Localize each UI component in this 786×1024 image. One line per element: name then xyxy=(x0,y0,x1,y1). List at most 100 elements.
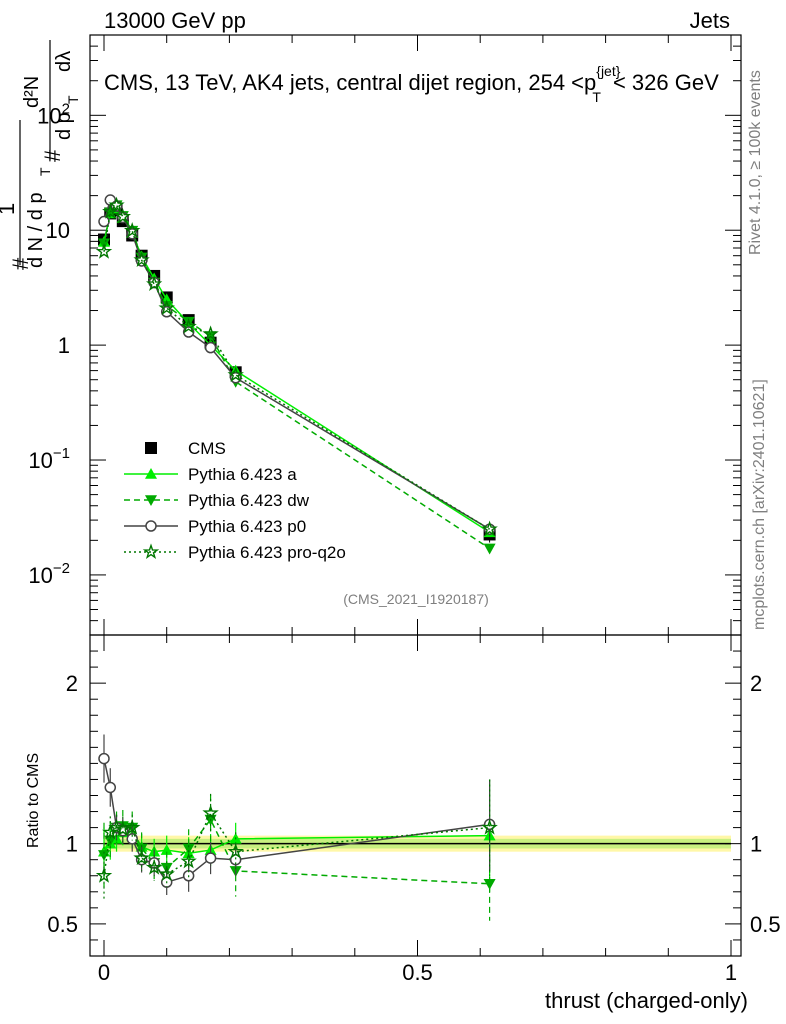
ylabel-sub-T2: T xyxy=(65,95,81,104)
ratio-point xyxy=(158,865,175,882)
rivet-label: Rivet 4.1.0, ≥ 100k events xyxy=(747,70,764,255)
x-axis-label: thrust (charged-only) xyxy=(545,988,748,1013)
title-sup: {jet} xyxy=(596,63,620,79)
ratio-series-2 xyxy=(98,734,496,896)
data-point xyxy=(180,317,197,334)
ratio-y-ticks: 0.5 0.5 1 1 2 2 xyxy=(47,650,781,941)
ratio-point xyxy=(483,878,496,890)
ratio-point xyxy=(104,781,117,794)
mcplots-label: mcplots.cern.ch [arXiv:2401.10621] xyxy=(751,379,768,630)
y-tick-label: 10−1 xyxy=(28,445,70,473)
data-point xyxy=(146,275,163,292)
legend-entry: Pythia 6.423 a xyxy=(124,465,297,484)
y-tick-label-exp: 2 xyxy=(62,100,70,117)
ratio-tick-label-left: 2 xyxy=(66,671,78,696)
analysis-watermark: (CMS_2021_I1920187) xyxy=(343,591,489,607)
energy-label: 13000 GeV pp xyxy=(104,8,246,33)
legend-label: CMS xyxy=(188,439,226,458)
y-tick-label: 10 xyxy=(46,218,70,243)
data-point xyxy=(481,520,498,537)
data-point xyxy=(158,299,175,316)
data-point xyxy=(483,543,496,555)
ylabel-dN: d N / d p xyxy=(25,192,47,268)
x-tick-label: 0.5 xyxy=(402,960,433,985)
series-line xyxy=(103,198,490,530)
ratio-point xyxy=(95,867,113,883)
ylabel-dlambda: dλ xyxy=(53,51,75,72)
main-series-1 xyxy=(98,202,496,538)
legend-marker xyxy=(145,442,157,454)
ratio-tick-label-right: 2 xyxy=(750,671,762,696)
data-point xyxy=(227,366,244,382)
ratio-point xyxy=(145,859,163,875)
data-point xyxy=(108,196,125,213)
ratio-panel: 0.5 0.5 1 1 2 2 Ratio to CMS xyxy=(25,634,781,957)
ratio-uncertainty-band xyxy=(104,835,731,852)
series-line xyxy=(103,203,490,530)
ratio-tick-label-right: 1 xyxy=(750,832,762,857)
y-tick-label: 10−2 xyxy=(28,560,70,588)
chart-title: CMS, 13 TeV, AK4 jets, central dijet reg… xyxy=(104,63,719,105)
data-point xyxy=(204,341,217,354)
ratio-point xyxy=(227,843,244,859)
legend-marker xyxy=(145,495,157,506)
ratio-tick-label-right: 0.5 xyxy=(750,912,781,937)
legend-entry: Pythia 6.423 dw xyxy=(124,491,310,510)
ratio-point xyxy=(180,852,197,869)
legend-entry: Pythia 6.423 p0 xyxy=(124,517,306,536)
legend-label: Pythia 6.423 pro-q2o xyxy=(188,543,346,562)
legend: CMS Pythia 6.423 a Pythia 6.423 dw Pythia 6… xyxy=(124,439,346,562)
ratio-plot-frame xyxy=(89,634,742,957)
legend-marker xyxy=(142,543,160,560)
main-series-3 xyxy=(98,194,496,535)
series-line xyxy=(103,207,491,533)
main-series xyxy=(95,194,498,555)
ratio-point xyxy=(202,804,219,821)
ratio-point xyxy=(182,843,195,855)
ratio-tick-label-left: 0.5 xyxy=(47,912,78,937)
main-y-axis-label: # 1 d N / d p T # d²N d p T dλ xyxy=(0,40,81,270)
data-point xyxy=(123,222,141,238)
data-point xyxy=(133,251,150,268)
ratio-point xyxy=(102,823,119,840)
legend-label: Pythia 6.423 a xyxy=(188,465,297,484)
ylabel-d2N: d²N xyxy=(21,76,43,108)
legend-label: Pythia 6.423 p0 xyxy=(188,517,306,536)
ratio-point xyxy=(104,835,117,847)
x-tick-label: 1 xyxy=(725,960,737,985)
legend-entry: CMS xyxy=(145,439,226,458)
ratio-point xyxy=(133,849,150,866)
title-pre: CMS, 13 TeV, AK4 jets, central dijet reg… xyxy=(104,70,584,95)
ylabel-one: 1 xyxy=(0,203,19,215)
main-series-4 xyxy=(95,196,498,537)
ratio-point xyxy=(160,844,173,855)
legend-entry: Pythia 6.423 pro-q2o xyxy=(124,543,346,562)
data-point xyxy=(114,208,132,224)
x-tick-label: 0 xyxy=(98,960,110,985)
ratio-point xyxy=(123,818,141,835)
ratio-point xyxy=(98,850,110,861)
ratio-series-1 xyxy=(98,795,496,921)
legend-marker xyxy=(145,520,157,532)
ratio-tick-label-left: 1 xyxy=(66,832,78,857)
legend-label: Pythia 6.423 dw xyxy=(188,491,310,510)
y-tick-label-base: 10 xyxy=(28,563,52,588)
series-line xyxy=(103,203,491,550)
y-tick-label: 1 xyxy=(58,333,70,358)
ratio-point xyxy=(98,752,110,765)
title-p: p xyxy=(584,70,596,95)
ylabel-hash-2: # xyxy=(40,149,65,162)
y-tick-label-base: 10 xyxy=(28,448,52,473)
ratio-series-3 xyxy=(95,779,498,900)
ratio-point xyxy=(481,818,498,835)
legend-marker xyxy=(145,468,157,479)
y-tick-label-exp: −1 xyxy=(53,445,70,462)
y-tick-label-base: 1 xyxy=(58,333,70,358)
ratio-y-axis-label: Ratio to CMS xyxy=(25,753,42,848)
ylabel-sub-T: T xyxy=(37,167,53,176)
main-x-ticks xyxy=(103,35,732,956)
title-post: < 326 GeV xyxy=(613,70,719,95)
